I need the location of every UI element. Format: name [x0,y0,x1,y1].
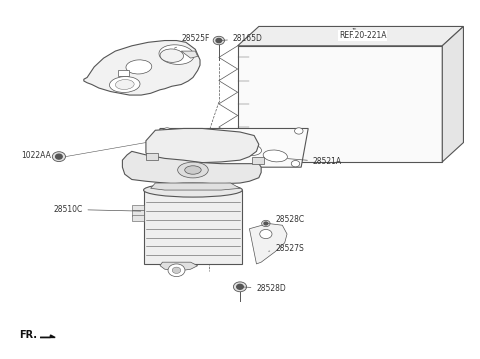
Text: 28527S: 28527S [269,244,304,253]
Circle shape [213,36,225,45]
Polygon shape [144,190,242,264]
Polygon shape [238,27,464,46]
Ellipse shape [109,76,140,93]
Polygon shape [40,335,55,337]
Ellipse shape [160,49,183,62]
Text: REF.20-221A: REF.20-221A [339,28,386,40]
Polygon shape [250,223,287,264]
Circle shape [168,264,185,276]
Circle shape [163,128,171,134]
Circle shape [56,154,62,159]
Ellipse shape [263,150,288,162]
Text: 1022AA: 1022AA [21,151,59,160]
Ellipse shape [115,80,134,89]
Circle shape [172,267,181,274]
Ellipse shape [207,137,231,149]
Polygon shape [252,157,264,164]
Polygon shape [122,151,261,185]
Circle shape [295,128,303,134]
Text: 28528D: 28528D [243,284,286,293]
Polygon shape [146,129,259,163]
Ellipse shape [159,45,194,64]
Circle shape [260,229,272,239]
Polygon shape [132,210,144,216]
Text: 28521A: 28521A [288,157,342,167]
Polygon shape [84,41,200,95]
Polygon shape [146,153,157,160]
Circle shape [264,222,268,225]
Text: 28525F: 28525F [174,34,210,48]
Ellipse shape [126,60,152,74]
Circle shape [163,160,171,167]
Text: 28165D: 28165D [222,34,263,43]
Circle shape [262,220,270,227]
Text: 28528C: 28528C [268,215,304,224]
Ellipse shape [185,166,201,174]
Polygon shape [238,46,442,162]
Circle shape [216,38,222,43]
Polygon shape [442,27,464,162]
Ellipse shape [237,144,262,155]
Polygon shape [132,205,144,210]
Circle shape [52,152,65,162]
Ellipse shape [176,131,200,143]
Polygon shape [181,51,198,58]
Polygon shape [160,262,198,271]
Polygon shape [153,129,308,167]
Polygon shape [151,183,240,190]
Circle shape [291,160,300,167]
Polygon shape [118,70,130,76]
Ellipse shape [178,162,208,178]
Text: 28510C: 28510C [53,205,141,214]
Ellipse shape [144,183,242,197]
Circle shape [233,282,247,292]
Circle shape [237,284,243,289]
Polygon shape [132,215,144,221]
Text: FR.: FR. [19,330,37,340]
